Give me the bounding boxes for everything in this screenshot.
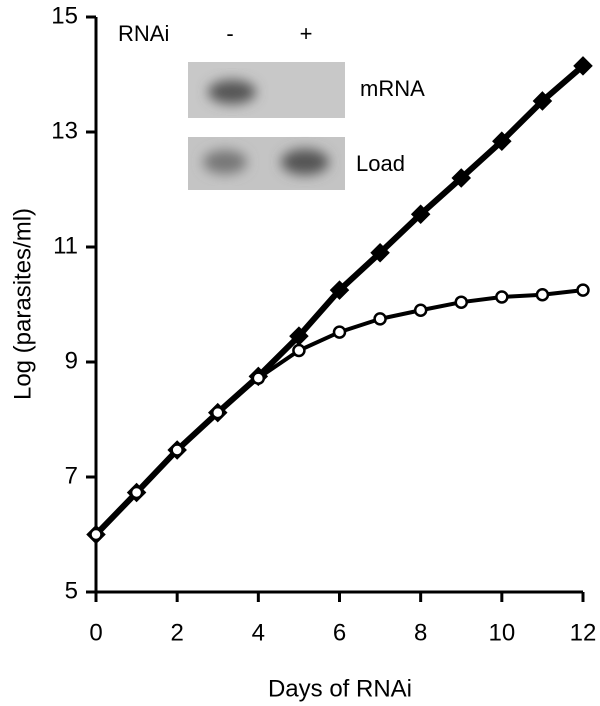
x-tick-label: 6 <box>333 619 346 646</box>
y-tick-label: 13 <box>51 117 78 144</box>
band <box>281 149 329 175</box>
row-label: mRNA <box>360 76 425 101</box>
point <box>492 131 512 151</box>
point <box>576 283 590 297</box>
inset-label: RNAi <box>118 21 169 46</box>
x-tick-label: 4 <box>252 619 265 646</box>
x-tick-label: 10 <box>488 619 515 646</box>
point <box>535 287 550 302</box>
point <box>251 371 266 385</box>
x-tick-label: 2 <box>170 619 183 646</box>
point <box>373 312 387 326</box>
point <box>451 168 472 188</box>
lane-label: + <box>300 21 313 46</box>
x-axis-label: Days of RNAi <box>268 675 412 702</box>
point <box>532 91 553 111</box>
series-line <box>93 63 585 537</box>
y-tick-label: 5 <box>65 577 78 604</box>
point <box>292 343 306 358</box>
band <box>208 80 256 104</box>
point <box>332 325 347 339</box>
point <box>370 242 390 263</box>
point <box>454 295 468 309</box>
point <box>410 204 431 224</box>
row-label: Load <box>356 151 405 176</box>
point <box>573 56 593 76</box>
y-axis-label: Log (parasites/ml) <box>9 208 36 400</box>
point <box>211 405 225 420</box>
y-tick-label: 9 <box>65 347 78 374</box>
y-tick-label: 15 <box>51 2 78 29</box>
y-tick-label: 11 <box>53 232 78 259</box>
band <box>203 150 247 174</box>
point <box>129 485 144 500</box>
point <box>329 280 350 300</box>
y-tick-label: 7 <box>65 462 78 489</box>
x-tick-label: 0 <box>89 619 102 646</box>
x-tick-label: 8 <box>414 619 427 646</box>
point <box>413 303 428 317</box>
x-tick-label: 12 <box>570 619 597 646</box>
point <box>89 527 103 542</box>
inset-blot: RNAi - + mRNA Load <box>118 21 425 190</box>
point <box>170 443 184 457</box>
point <box>495 290 509 304</box>
lane-label: - <box>226 21 233 46</box>
